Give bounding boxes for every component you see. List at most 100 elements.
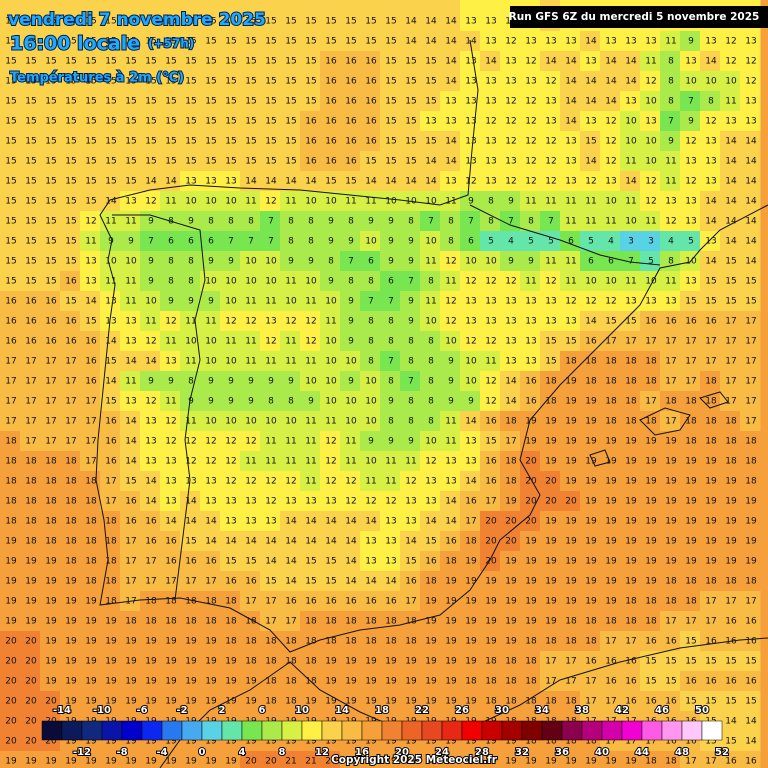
value-label: 14	[365, 517, 377, 527]
value-label: 20	[5, 697, 17, 707]
cell	[60, 211, 81, 232]
cell	[260, 351, 281, 372]
cell	[240, 311, 261, 332]
value-label: 18	[325, 617, 337, 627]
cell	[120, 131, 141, 152]
value-label: 20	[485, 557, 497, 567]
value-label: 14	[265, 557, 277, 567]
value-label: 13	[125, 197, 136, 207]
cell	[360, 651, 381, 672]
cell	[480, 471, 501, 492]
value-label: 9	[408, 317, 414, 327]
value-label: 16	[465, 497, 477, 507]
legend-swatch	[461, 720, 483, 741]
cell	[100, 431, 121, 452]
value-label: 18	[485, 677, 497, 687]
value-label: 14	[345, 537, 357, 547]
value-label: 18	[65, 477, 77, 487]
cell	[140, 171, 161, 192]
value-label: 14	[605, 97, 617, 107]
cell	[400, 51, 421, 72]
value-label: 15	[85, 137, 96, 147]
value-label: 19	[665, 477, 677, 487]
value-label: 17	[85, 437, 96, 447]
cell	[0, 531, 21, 552]
cell	[380, 211, 401, 232]
value-label: 19	[545, 757, 557, 767]
value-label: 20	[25, 717, 37, 727]
value-label: 15	[685, 297, 696, 307]
value-label: 18	[85, 497, 97, 507]
value-label: 11	[265, 297, 276, 307]
value-label: 16	[345, 57, 357, 67]
cell	[40, 191, 61, 212]
value-label: 19	[605, 577, 617, 587]
value-label: 15	[745, 277, 756, 287]
value-label: 19	[745, 497, 757, 507]
cell	[160, 71, 181, 92]
value-label: 10	[645, 97, 657, 107]
cell	[120, 371, 141, 392]
value-label: 14	[265, 177, 277, 187]
cell	[560, 471, 581, 492]
cell	[660, 151, 681, 172]
value-label: 15	[25, 97, 36, 107]
value-label: 15	[405, 137, 416, 147]
value-label: 15	[245, 77, 256, 87]
value-label: 10	[465, 357, 477, 367]
cell	[520, 591, 541, 612]
value-label: 14	[185, 517, 197, 527]
cell	[360, 371, 381, 392]
value-label: 12	[485, 397, 496, 407]
value-label: 14	[445, 137, 457, 147]
value-label: 14	[125, 437, 137, 447]
cell	[80, 211, 101, 232]
cell	[340, 211, 361, 232]
cell	[320, 271, 341, 292]
value-label: 19	[545, 517, 557, 527]
value-label: 11	[425, 297, 436, 307]
legend-swatch	[381, 720, 403, 741]
value-label: 12	[645, 177, 656, 187]
cell	[560, 371, 581, 392]
cell	[500, 71, 521, 92]
cell	[260, 671, 281, 692]
value-label: 15	[25, 217, 36, 227]
cell	[600, 491, 621, 512]
value-label: 11	[125, 217, 136, 227]
cell	[300, 331, 321, 352]
value-label: 19	[425, 697, 437, 707]
cell	[60, 231, 81, 252]
cell	[720, 111, 741, 132]
value-label: 19	[665, 557, 677, 567]
value-label: 19	[385, 757, 397, 767]
value-label: 16	[605, 657, 617, 667]
value-label: 9	[448, 397, 454, 407]
value-label: 15	[325, 177, 336, 187]
value-label: 15	[285, 137, 296, 147]
value-label: 18	[705, 437, 717, 447]
cell	[520, 631, 541, 652]
value-label: 15	[145, 157, 156, 167]
value-label: 14	[725, 237, 737, 247]
cell	[40, 531, 61, 552]
value-label: 15	[45, 137, 56, 147]
value-label: 8	[368, 337, 374, 347]
field-name: Températures à 2m (°C)	[10, 71, 184, 86]
cell	[220, 271, 241, 292]
cell	[580, 511, 601, 532]
value-label: 8	[408, 337, 414, 347]
cell	[120, 31, 141, 52]
cell	[20, 171, 41, 192]
cell	[700, 411, 721, 432]
value-label: 15	[405, 57, 416, 67]
value-label: 10	[125, 257, 137, 267]
value-label: 13	[165, 457, 176, 467]
cell	[200, 631, 221, 652]
legend-swatch	[101, 720, 123, 741]
value-label: 16	[85, 357, 97, 367]
value-label: 15	[625, 317, 636, 327]
cell	[0, 551, 21, 572]
value-label: 16	[85, 337, 97, 347]
cell	[560, 571, 581, 592]
